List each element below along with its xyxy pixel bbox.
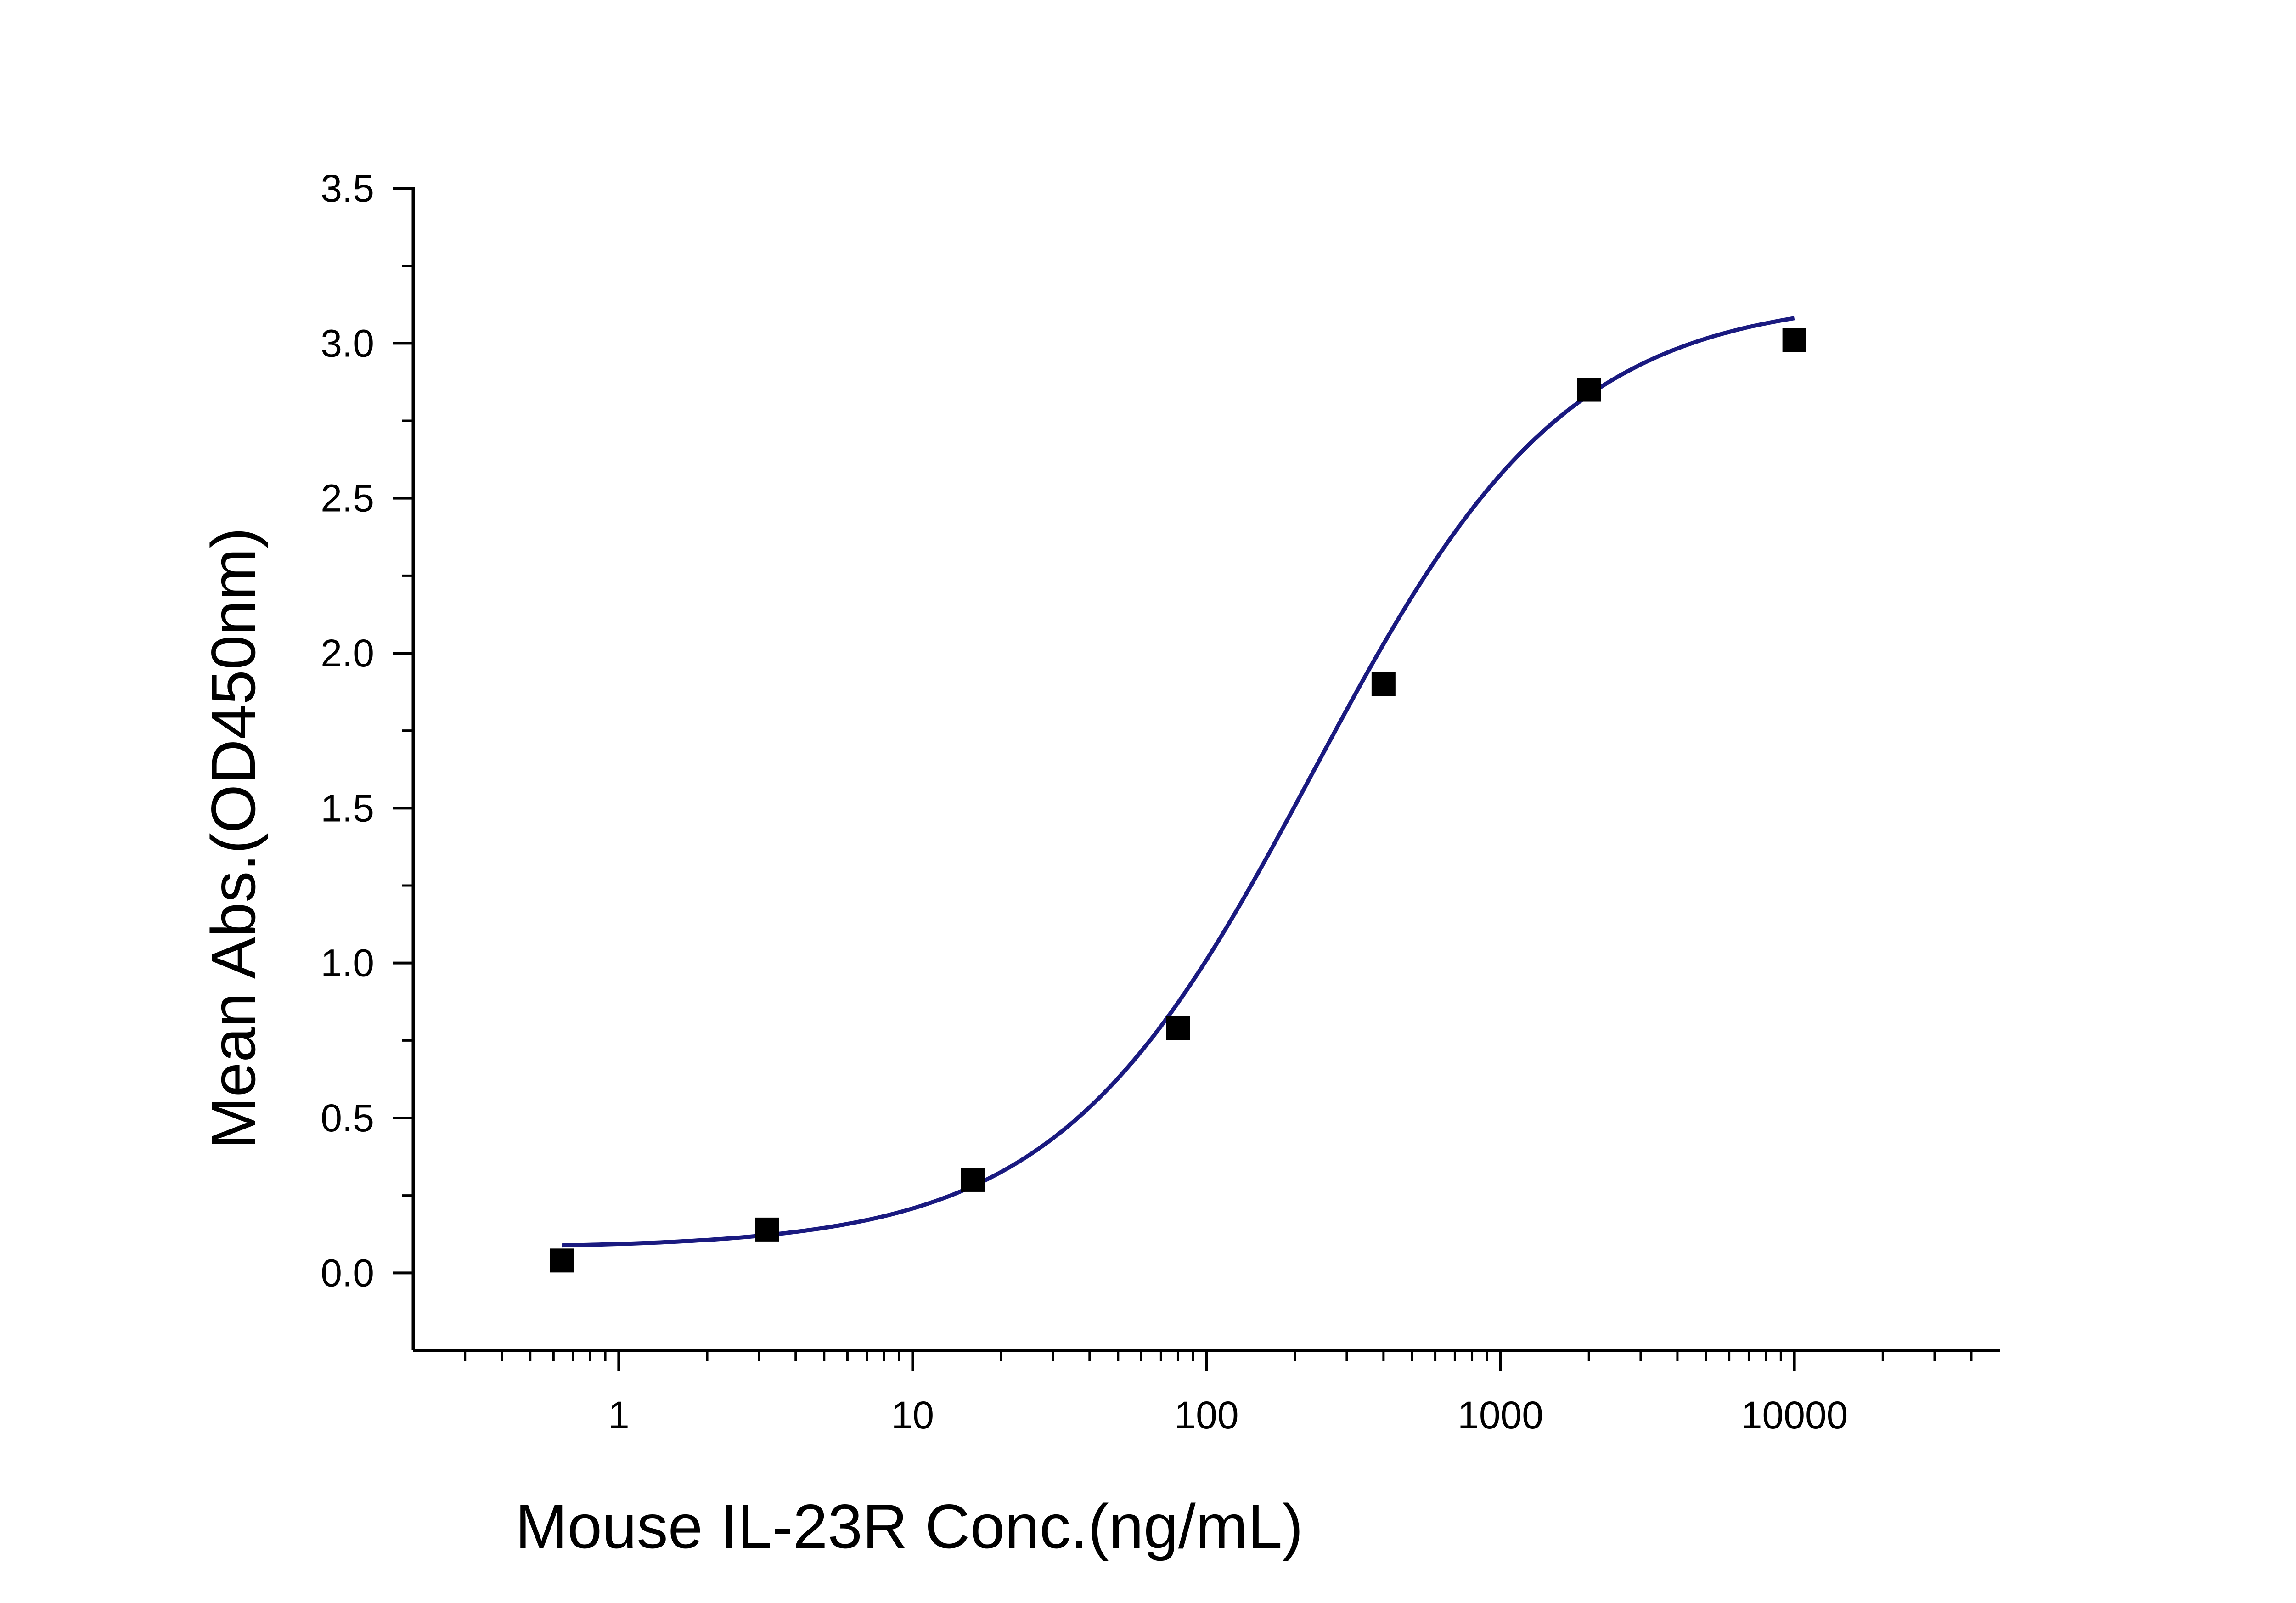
data-point: [1782, 328, 1806, 352]
y-axis-label: Mean Abs.(OD450nm): [198, 527, 268, 1149]
y-tick-label: 2.0: [321, 632, 374, 675]
y-tick-label: 0.0: [321, 1251, 374, 1294]
y-axis-ticks: 0.0 0.5 1.0 1.5 2.0 2.5 3.0 3.5: [321, 167, 413, 1294]
data-point: [961, 1168, 985, 1192]
x-tick-label: 1: [608, 1394, 630, 1437]
y-tick-label: 3.0: [321, 322, 374, 365]
fit-curve-group: [562, 316, 1795, 1248]
y-tick-label: 1.5: [321, 786, 374, 830]
data-point: [550, 1248, 574, 1273]
x-tick-label: 100: [1174, 1394, 1238, 1437]
data-points: [550, 328, 1806, 1273]
x-tick-label: 10: [891, 1394, 934, 1437]
y-tick-label: 1.0: [321, 942, 374, 985]
y-tick-label: 0.5: [321, 1096, 374, 1140]
axes: [411, 187, 2000, 1352]
x-axis-label: Mouse IL-23R Conc.(ng/mL): [515, 1491, 1303, 1561]
x-tick-label: 1000: [1458, 1394, 1543, 1437]
data-point: [1577, 378, 1601, 402]
x-axis-ticks: 1 10 100 1000 10000: [464, 1350, 1973, 1437]
data-point: [1166, 1016, 1190, 1040]
x-tick-label: 10000: [1741, 1394, 1848, 1437]
data-point: [755, 1217, 779, 1242]
data-point: [1371, 672, 1396, 696]
y-tick-label: 3.5: [321, 167, 374, 210]
fit-curve-line: [562, 316, 1795, 1248]
y-tick-label: 2.5: [321, 477, 374, 520]
